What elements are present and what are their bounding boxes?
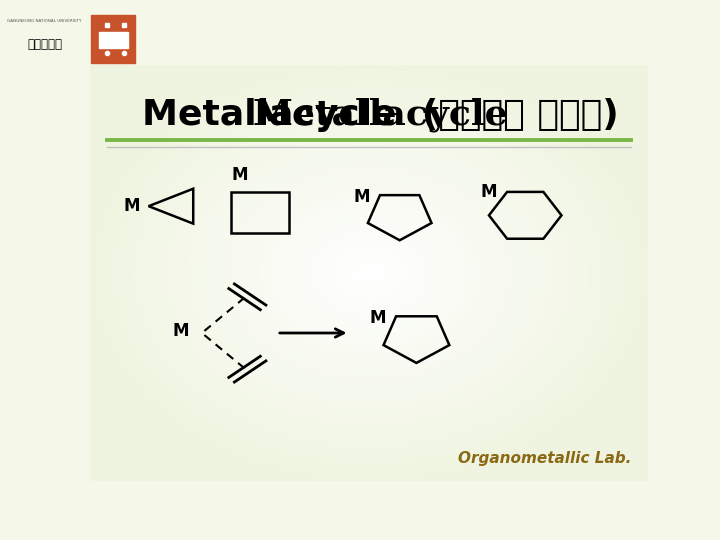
- Text: M: M: [172, 322, 189, 340]
- Text: M: M: [354, 188, 370, 206]
- Text: Metallacycle  (금속고리 화합물): Metallacycle (금속고리 화합물): [142, 98, 618, 132]
- Text: GANGNEUNG NATIONAL UNIVERSITY: GANGNEUNG NATIONAL UNIVERSITY: [7, 19, 81, 23]
- Text: M: M: [124, 197, 140, 215]
- Text: M: M: [480, 183, 497, 201]
- Text: Organometallic Lab.: Organometallic Lab.: [458, 451, 631, 466]
- Text: Metallacycle: Metallacycle: [252, 97, 508, 132]
- FancyBboxPatch shape: [91, 15, 135, 63]
- Text: M: M: [369, 309, 386, 327]
- Text: M: M: [231, 166, 248, 184]
- FancyBboxPatch shape: [99, 32, 127, 48]
- Text: 강릉대학교: 강릉대학교: [27, 38, 62, 51]
